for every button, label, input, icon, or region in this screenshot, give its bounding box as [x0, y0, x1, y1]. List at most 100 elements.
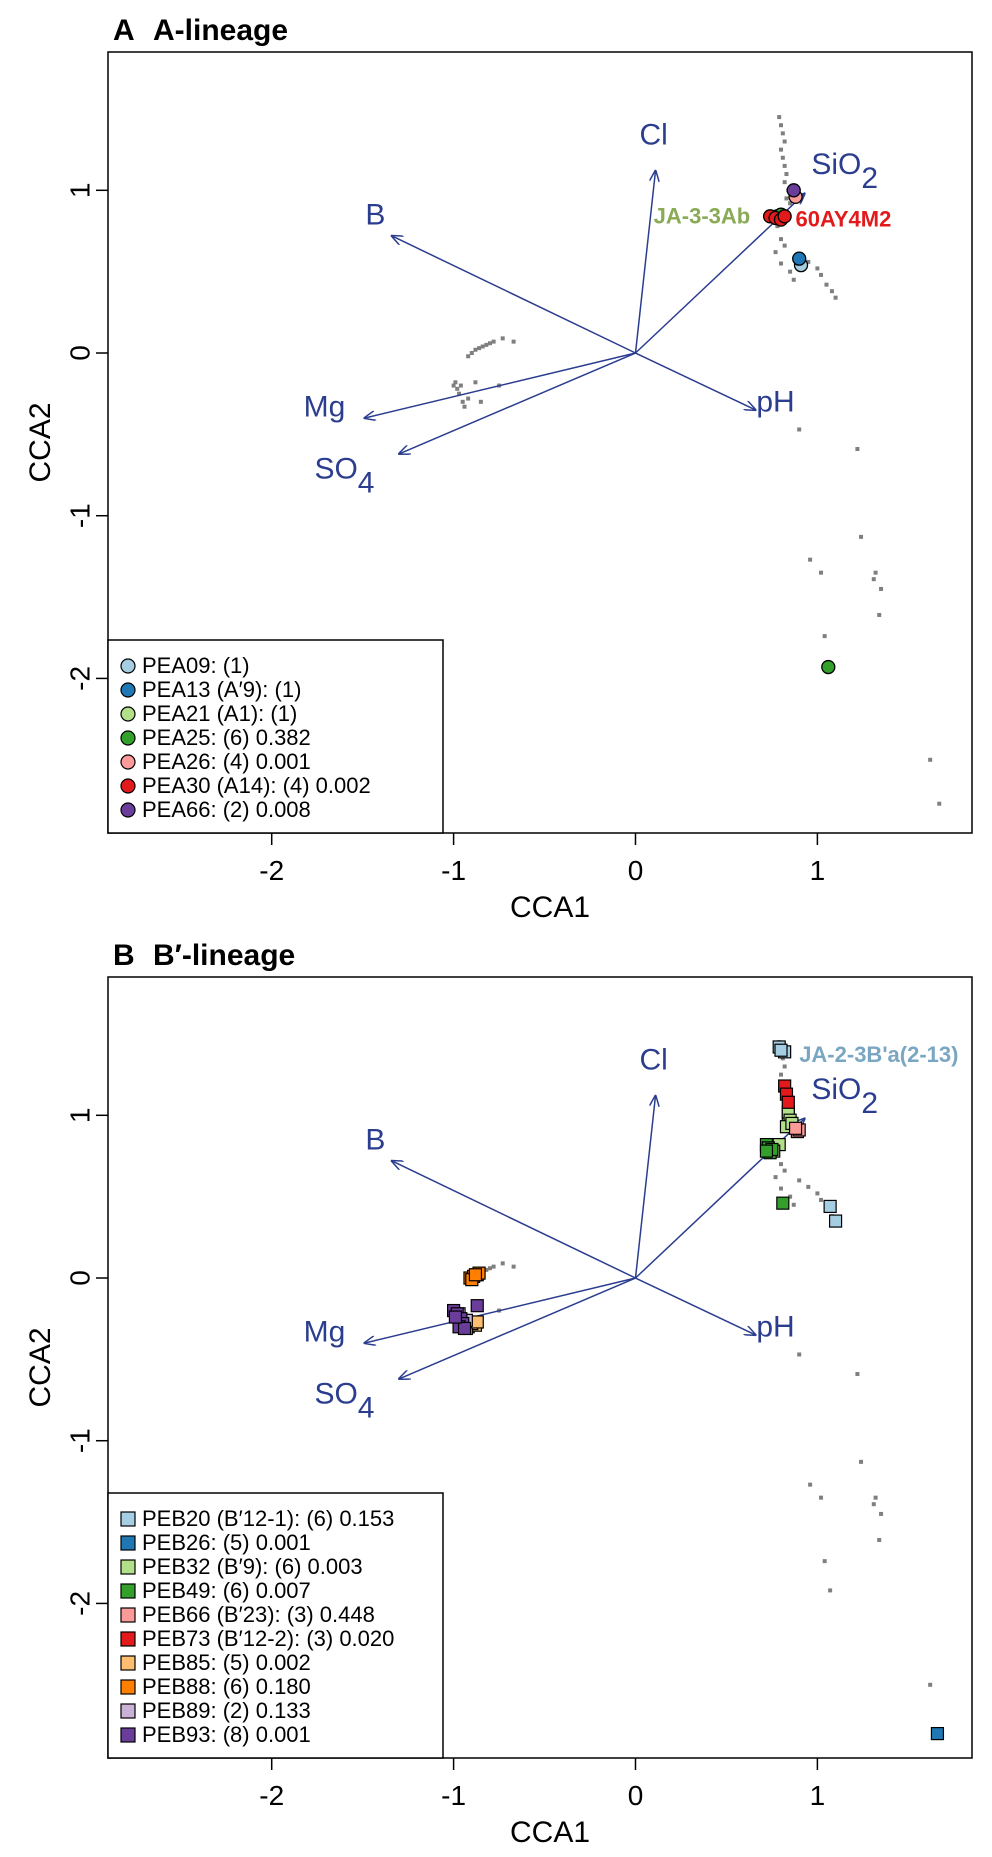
background-point	[487, 341, 492, 346]
legend-swatch	[120, 706, 136, 722]
background-point	[822, 1559, 827, 1564]
background-point	[879, 586, 884, 591]
background-point	[782, 1168, 787, 1173]
background-point	[797, 1178, 802, 1183]
background-point	[788, 1194, 793, 1199]
series-5	[778, 1079, 795, 1109]
background-point	[806, 1184, 811, 1189]
background-point	[819, 272, 824, 277]
legend-label: PEA21 (A1): (1)	[142, 701, 297, 726]
panel-title: A-lineage	[153, 14, 288, 47]
background-point	[469, 351, 474, 356]
x-tick-label: 0	[628, 1780, 644, 1811]
background-point	[829, 289, 834, 294]
panel-b: B B′-lineage -2 -1 0 1 CCA1 -2 -1 0 1 CCA2 Cl SiO2 BpH…	[24, 939, 973, 1849]
legend-label: PEB88: (6) 0.180	[142, 1674, 311, 1699]
data-point	[777, 209, 792, 224]
background-point	[779, 1072, 784, 1077]
plot-frame	[107, 51, 973, 834]
background-point	[484, 342, 489, 347]
data-point	[448, 1310, 463, 1324]
vector-label: SiO2	[811, 148, 878, 195]
background-point	[797, 427, 802, 432]
background-point	[491, 1264, 496, 1269]
series-3	[759, 1137, 790, 1210]
legend-label: PEB89: (2) 0.133	[142, 1698, 311, 1723]
background-point	[782, 139, 787, 144]
background-point	[819, 570, 824, 575]
series-1	[930, 1726, 945, 1741]
legend-swatch	[120, 1607, 136, 1623]
background-point	[877, 1537, 882, 1542]
legend-swatch	[120, 658, 136, 674]
legend-label: PEA13 (A′9): (1)	[142, 677, 301, 702]
background-point	[873, 570, 878, 575]
vector-label: B	[365, 1123, 385, 1156]
background-point	[466, 354, 471, 359]
y-tick-label: 0	[64, 345, 95, 361]
background-point	[808, 1482, 813, 1487]
legend-swatch	[120, 730, 136, 746]
background-point	[779, 1186, 784, 1191]
data-point	[821, 659, 836, 675]
vector-label: SO4	[314, 1377, 374, 1424]
background-point	[782, 243, 787, 248]
vector-label: SO4	[314, 452, 374, 499]
data-point	[823, 1199, 837, 1214]
background-point	[473, 347, 478, 352]
background-point	[937, 801, 942, 806]
background-point	[458, 383, 463, 388]
background-point	[457, 391, 462, 396]
legend-swatch	[120, 1631, 136, 1647]
legend-swatch	[120, 682, 136, 698]
legend-label: PEA25: (6) 0.382	[142, 725, 311, 750]
background-point	[859, 534, 864, 539]
background-point	[780, 131, 785, 136]
background-point	[815, 1191, 820, 1196]
legend: PEA09: (1)PEA13 (A′9): (1)PEA21 (A1): (1…	[107, 639, 444, 834]
background-point	[819, 1495, 824, 1500]
background-point	[784, 196, 789, 201]
series-1	[792, 251, 807, 266]
series-3	[773, 207, 836, 675]
y-tick-label: 1	[64, 1108, 95, 1124]
background-point	[828, 1588, 833, 1593]
legend-swatch	[120, 1679, 136, 1695]
legend-swatch	[120, 1655, 136, 1671]
background-point	[775, 224, 780, 229]
data-point	[828, 1214, 843, 1228]
vector-label: Cl	[640, 119, 668, 152]
series-4	[788, 1121, 806, 1139]
x-tick-label: -1	[441, 1780, 466, 1811]
y-tick-label: 1	[64, 183, 95, 199]
background-point	[788, 269, 793, 274]
data-point	[792, 251, 807, 266]
y-tick-label: -2	[64, 666, 95, 691]
legend-label: PEB20 (B′12-1): (6) 0.153	[142, 1506, 394, 1531]
legend-label: PEB26: (5) 0.001	[142, 1530, 311, 1555]
x-tick-label: -2	[259, 1780, 284, 1811]
legend-swatch	[120, 802, 136, 818]
background-point	[773, 250, 778, 255]
vector-label: Cl	[640, 1044, 668, 1077]
legend-label: PEA30 (A14): (4) 0.002	[142, 773, 371, 798]
legend-swatch	[120, 1727, 136, 1743]
vector-b	[392, 236, 636, 354]
vector-label: Mg	[304, 1315, 346, 1348]
panel-title: B′-lineage	[153, 939, 295, 972]
background-point	[487, 1266, 492, 1271]
x-axis-title: CCA1	[510, 1816, 590, 1849]
background-point	[460, 399, 465, 404]
vector-label: B	[365, 198, 385, 231]
point-annotation: JA-2-3B'a(2-13)	[799, 1042, 958, 1067]
background-point	[859, 1459, 864, 1464]
background-point	[477, 346, 482, 351]
legend-label: PEA66: (2) 0.008	[142, 797, 311, 822]
data-point	[776, 1196, 790, 1210]
x-tick-label: 1	[810, 1780, 826, 1811]
background-point	[815, 266, 820, 271]
background-point	[480, 344, 485, 349]
data-point	[457, 1321, 472, 1336]
vector-so	[399, 352, 636, 454]
